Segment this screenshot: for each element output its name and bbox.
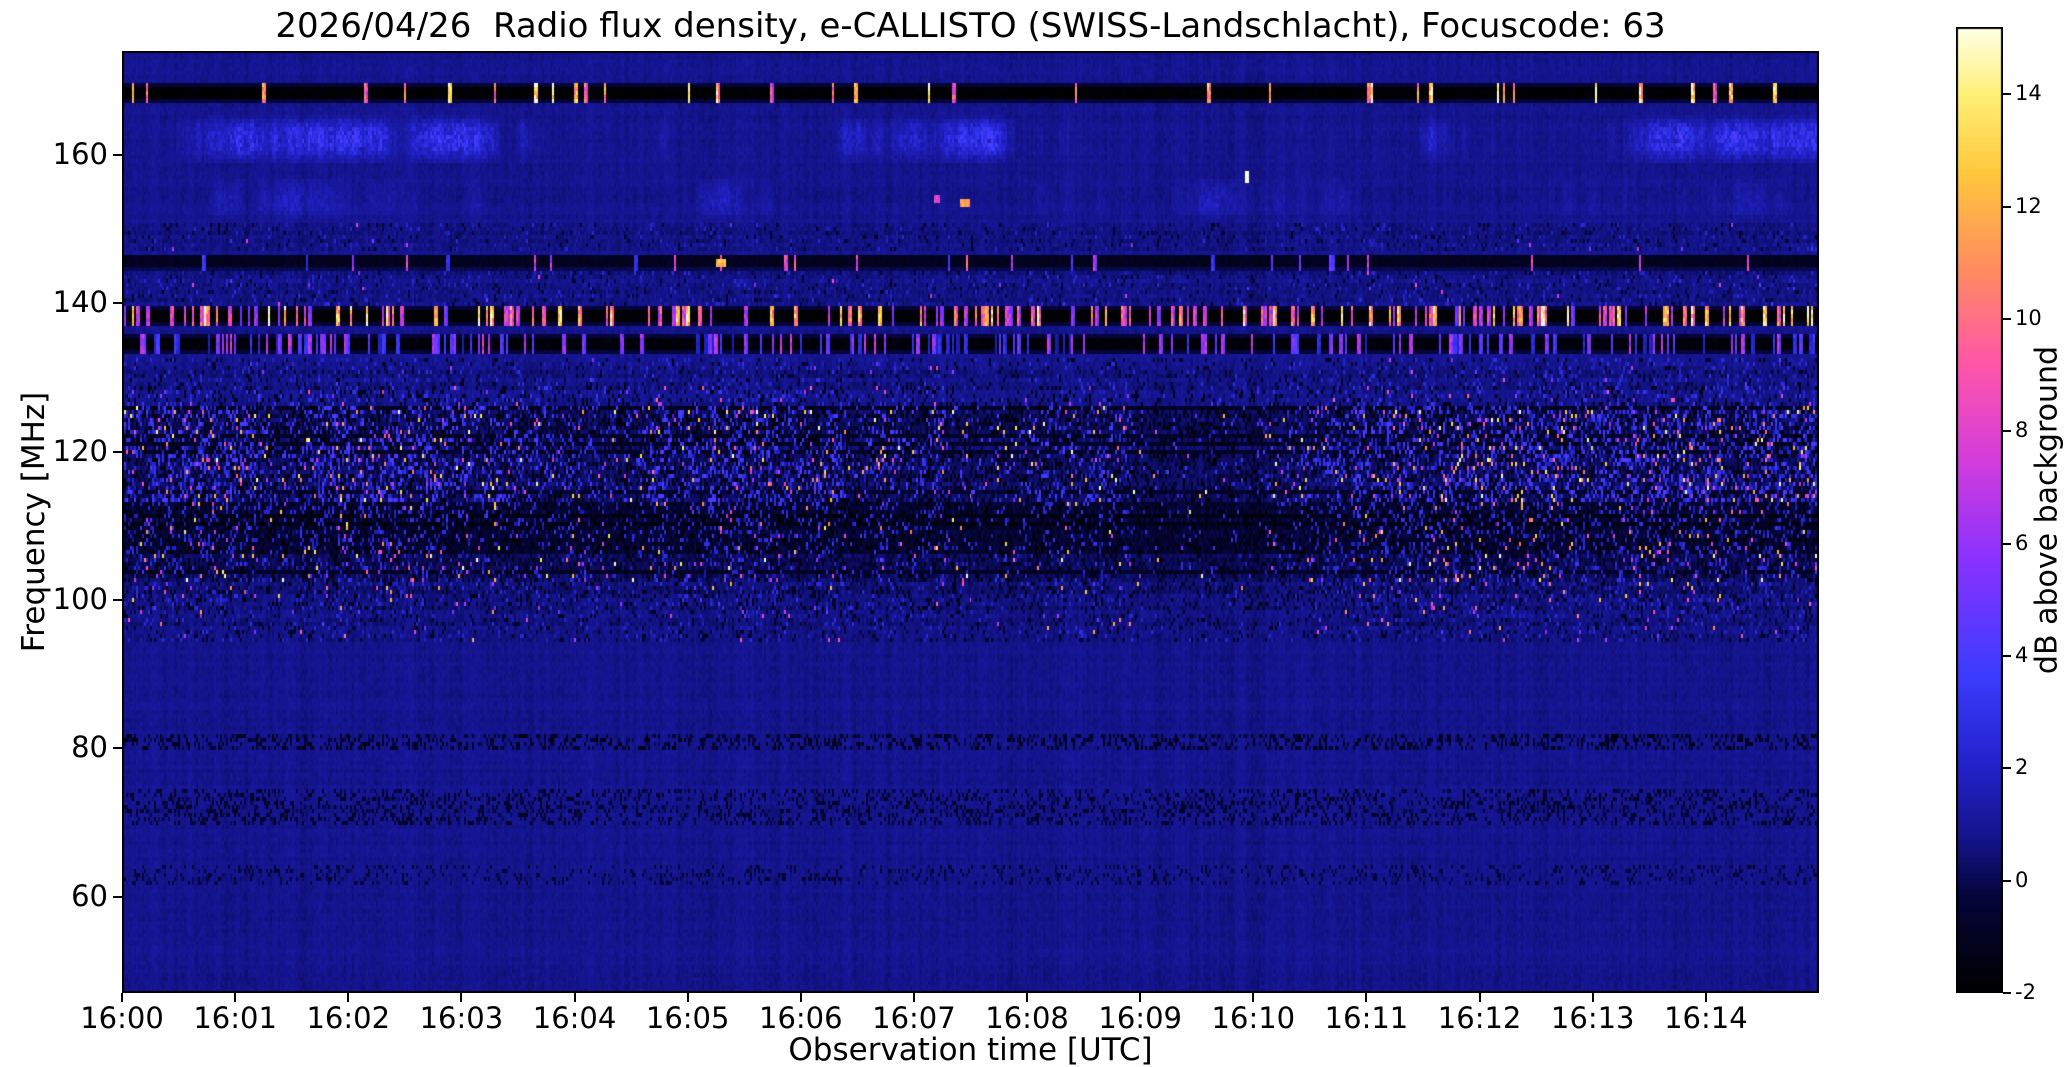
x-tick-mark bbox=[1365, 993, 1368, 1002]
colorbar-tick-label: 12 bbox=[2015, 193, 2042, 218]
y-tick-label: 140 bbox=[52, 285, 108, 320]
y-tick-mark bbox=[113, 598, 122, 601]
x-tick-mark bbox=[573, 993, 576, 1002]
x-tick-label: 16:10 bbox=[1211, 1001, 1296, 1035]
y-tick-label: 100 bbox=[52, 581, 108, 616]
x-tick-label: 16:09 bbox=[1098, 1001, 1182, 1035]
colorbar-tick-label: 6 bbox=[2015, 530, 2029, 555]
colorbar-tick-mark bbox=[2003, 93, 2011, 96]
y-tick-label: 120 bbox=[52, 433, 108, 468]
x-tick-mark bbox=[1478, 993, 1481, 1002]
x-tick-label: 16:05 bbox=[645, 1001, 730, 1035]
y-tick-mark bbox=[113, 153, 122, 156]
colorbar-label: dB above background bbox=[2029, 345, 2065, 675]
y-tick-label: 80 bbox=[71, 730, 108, 765]
y-tick-label: 60 bbox=[71, 878, 108, 913]
x-tick-label: 16:06 bbox=[759, 1001, 843, 1035]
x-tick-label: 16:04 bbox=[532, 1001, 617, 1035]
colorbar-tick-mark bbox=[2003, 318, 2011, 321]
x-tick-mark bbox=[912, 993, 915, 1002]
x-tick-label: 16:12 bbox=[1437, 1001, 1522, 1035]
chart-title: 2026/04/26 Radio flux density, e-CALLIST… bbox=[275, 6, 1666, 46]
colorbar-tick-mark bbox=[2003, 992, 2011, 994]
x-tick-mark bbox=[686, 993, 689, 1002]
colorbar-tick-label: 2 bbox=[2015, 755, 2029, 780]
colorbar-tick-mark bbox=[2003, 430, 2011, 433]
y-tick-mark bbox=[113, 450, 122, 453]
colorbar-canvas bbox=[1956, 27, 2003, 993]
x-tick-mark bbox=[234, 993, 237, 1002]
x-tick-label: 16:11 bbox=[1324, 1001, 1409, 1035]
y-tick-mark bbox=[113, 895, 122, 898]
colorbar-tick-label: 10 bbox=[2015, 306, 2042, 331]
x-tick-label: 16:00 bbox=[80, 1001, 164, 1035]
x-tick-label: 16:08 bbox=[985, 1001, 1069, 1035]
x-tick-mark bbox=[460, 993, 463, 1002]
colorbar-tick-mark bbox=[2003, 879, 2011, 882]
x-tick-mark bbox=[1026, 993, 1029, 1002]
y-tick-mark bbox=[113, 747, 122, 750]
x-tick-label: 16:07 bbox=[872, 1001, 956, 1035]
colorbar-tick-label: 4 bbox=[2015, 643, 2029, 668]
x-tick-label: 16:03 bbox=[419, 1001, 504, 1035]
x-tick-label: 16:02 bbox=[306, 1001, 391, 1035]
colorbar-tick-label: 14 bbox=[2015, 81, 2042, 106]
x-tick-label: 16:01 bbox=[193, 1001, 277, 1035]
colorbar-tick-label: -2 bbox=[2015, 980, 2036, 1004]
x-tick-mark bbox=[1252, 993, 1255, 1002]
colorbar-tick-mark bbox=[2003, 655, 2011, 658]
x-tick-mark bbox=[799, 993, 802, 1002]
x-tick-mark bbox=[1139, 993, 1142, 1002]
colorbar-tick-mark bbox=[2003, 205, 2011, 208]
colorbar-tick-label: 0 bbox=[2015, 867, 2029, 892]
y-tick-mark bbox=[113, 302, 122, 305]
x-tick-label: 16:14 bbox=[1664, 1001, 1748, 1035]
x-tick-label: 16:13 bbox=[1550, 1001, 1635, 1035]
x-tick-mark bbox=[1591, 993, 1594, 1002]
x-tick-mark bbox=[347, 993, 350, 1002]
x-axis-label: Observation time [UTC] bbox=[788, 1032, 1153, 1067]
colorbar-tick-mark bbox=[2003, 767, 2011, 770]
colorbar-tick-label: 8 bbox=[2015, 418, 2029, 443]
x-tick-mark bbox=[1704, 993, 1707, 1002]
colorbar-tick-mark bbox=[2003, 542, 2011, 545]
spectrogram-canvas bbox=[122, 51, 1819, 993]
x-tick-mark bbox=[121, 993, 123, 1002]
y-tick-label: 160 bbox=[52, 136, 108, 171]
